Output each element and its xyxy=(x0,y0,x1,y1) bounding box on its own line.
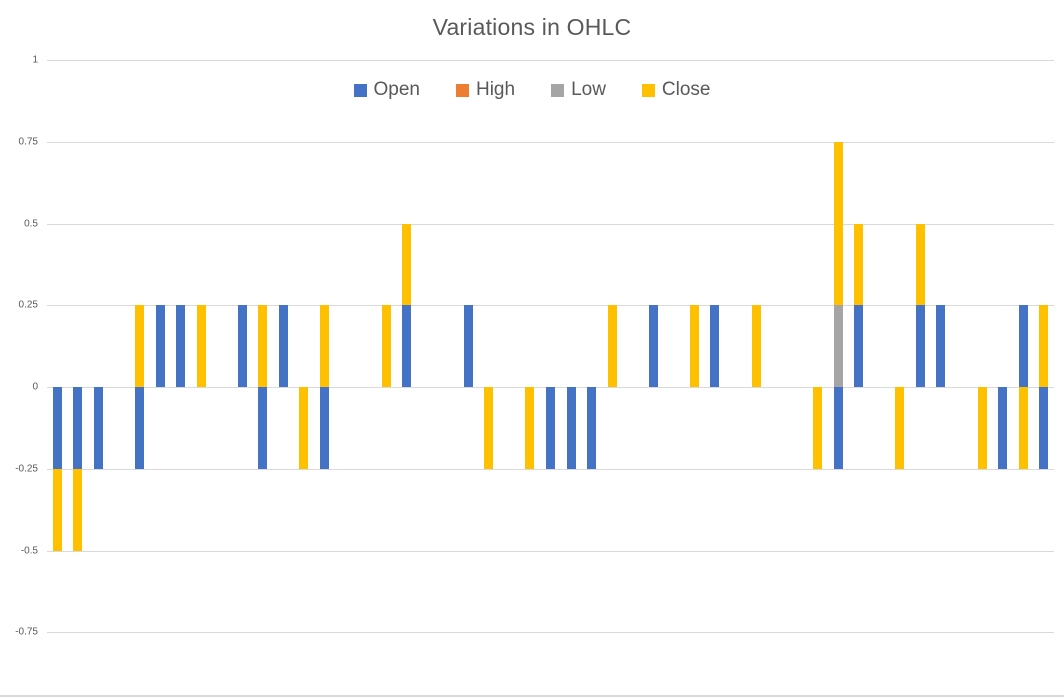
gridline-1 xyxy=(47,60,1054,61)
bar-segment-open xyxy=(1018,305,1028,387)
bar-segment-open xyxy=(710,305,720,387)
chart-title: Variations in OHLC xyxy=(432,14,632,40)
y-tick-label: 0 xyxy=(32,381,38,393)
legend-label: Close xyxy=(661,79,711,100)
legend-item-open: Open xyxy=(353,79,420,101)
bar-segment-close xyxy=(833,141,843,306)
chart-bottom-border xyxy=(0,695,1064,697)
bar-segment-close xyxy=(134,305,144,387)
bar-segment-open xyxy=(1039,387,1049,469)
bar-segment-close xyxy=(196,305,206,387)
bar-segment-close xyxy=(402,223,412,306)
bar-segment-close xyxy=(689,305,699,387)
bar-segment-close xyxy=(813,387,823,469)
bar-segment-close xyxy=(73,468,83,551)
bar-segment-close xyxy=(854,223,864,306)
bar-segment-close xyxy=(525,387,535,469)
y-tick-label: 0.5 xyxy=(24,218,38,229)
bar-segment-close xyxy=(1018,387,1028,469)
legend-item-high: High xyxy=(455,79,516,101)
bar-segment-open xyxy=(546,387,555,469)
bar-segment-open xyxy=(278,305,288,387)
bar-segment-open xyxy=(936,305,946,387)
legend-item-low: Low xyxy=(551,79,606,101)
chart-legend: Open High Low Close xyxy=(0,77,1064,103)
y-tick-label: 0.75 xyxy=(18,136,38,148)
gridline--0.5 xyxy=(47,550,1054,552)
gridline-0.5 xyxy=(47,223,1054,225)
bar-segment-open xyxy=(648,305,658,387)
bar-segment-open xyxy=(93,387,103,469)
bar-segment-close xyxy=(381,305,391,387)
bar-segment-close xyxy=(895,387,905,469)
bar-segment-open xyxy=(915,305,925,387)
bar-segment-close xyxy=(299,387,309,469)
bar-segment-low xyxy=(833,305,843,387)
y-tick-label: -0.25 xyxy=(15,463,38,475)
legend-swatch-high xyxy=(455,83,469,97)
gridline-0.75 xyxy=(47,141,1054,143)
y-tick-label: 1 xyxy=(32,54,38,66)
bar-segment-close xyxy=(258,305,268,387)
plot-area xyxy=(47,60,1054,634)
gridline-0.25 xyxy=(47,305,1054,307)
bar-segment-open xyxy=(155,305,165,387)
bar-segment-open xyxy=(319,387,329,469)
y-tick-label: 0.25 xyxy=(18,299,38,311)
bar-segment-close xyxy=(751,305,761,387)
bar-segment-close xyxy=(484,387,494,469)
gridline--0.25 xyxy=(47,468,1054,470)
legend-swatch-open xyxy=(353,83,367,97)
bar-segment-close xyxy=(1039,305,1049,387)
bar-segment-open xyxy=(587,387,597,469)
bar-segment-open xyxy=(998,387,1008,469)
bar-segment-open xyxy=(237,305,247,387)
gridline--0.75 xyxy=(47,632,1054,634)
bar-segment-close xyxy=(52,468,62,551)
bar-segment-open xyxy=(176,305,186,387)
legend-swatch-close xyxy=(641,83,655,97)
bar-segment-open xyxy=(833,387,843,469)
bar-segment-close xyxy=(977,387,987,469)
bar-segment-open xyxy=(73,387,83,469)
bar-segment-close xyxy=(915,223,925,306)
bar-segment-close xyxy=(319,305,329,387)
bar-segment-open xyxy=(52,387,62,469)
legend-swatch-low xyxy=(551,83,565,97)
legend-item-close: Close xyxy=(641,79,711,101)
bar-segment-open xyxy=(854,305,864,387)
legend-label: Open xyxy=(373,79,420,100)
bar-segment-open xyxy=(566,387,576,469)
y-tick-label: -0.75 xyxy=(15,626,38,638)
legend-label: Low xyxy=(571,79,606,100)
bar-segment-open xyxy=(463,305,473,387)
bar-segment-open xyxy=(402,305,412,387)
bar-segment-open xyxy=(134,387,144,469)
y-tick-label: -0.5 xyxy=(20,545,38,556)
legend-label: High xyxy=(475,79,516,100)
bar-segment-open xyxy=(258,387,268,469)
bar-segment-close xyxy=(607,305,617,387)
